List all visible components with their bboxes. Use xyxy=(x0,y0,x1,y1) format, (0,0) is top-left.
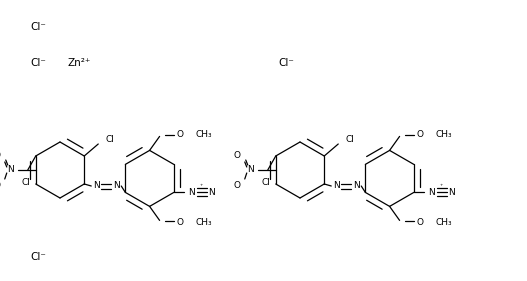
Text: O: O xyxy=(416,130,423,139)
Text: N: N xyxy=(7,166,14,175)
Text: ⁺: ⁺ xyxy=(440,184,443,189)
Text: Cl: Cl xyxy=(345,135,354,144)
Text: N: N xyxy=(428,188,435,197)
Text: Cl: Cl xyxy=(261,178,270,187)
Text: Cl⁻: Cl⁻ xyxy=(30,58,46,68)
Text: Cl⁻: Cl⁻ xyxy=(278,58,294,68)
Text: Cl: Cl xyxy=(21,178,30,187)
Text: O: O xyxy=(176,130,183,139)
Text: N: N xyxy=(209,188,215,197)
Text: O: O xyxy=(416,218,423,227)
Text: CH₃: CH₃ xyxy=(436,218,452,227)
Text: N: N xyxy=(93,182,100,191)
Text: ⁺: ⁺ xyxy=(200,184,203,189)
Text: N: N xyxy=(189,188,195,197)
Text: Zn²⁺: Zn²⁺ xyxy=(68,58,91,68)
Text: N: N xyxy=(333,182,339,191)
Text: CH₃: CH₃ xyxy=(196,218,212,227)
Text: Cl⁻: Cl⁻ xyxy=(30,252,46,262)
Text: N: N xyxy=(353,182,359,191)
Text: O: O xyxy=(233,151,240,160)
Text: CH₃: CH₃ xyxy=(436,130,452,139)
Text: CH₃: CH₃ xyxy=(196,130,212,139)
Text: O: O xyxy=(233,180,240,189)
Text: N: N xyxy=(247,166,254,175)
Text: Cl: Cl xyxy=(105,135,114,144)
Text: Cl⁻: Cl⁻ xyxy=(30,22,46,32)
Text: N: N xyxy=(113,182,120,191)
Text: N: N xyxy=(448,188,455,197)
Text: O: O xyxy=(176,218,183,227)
